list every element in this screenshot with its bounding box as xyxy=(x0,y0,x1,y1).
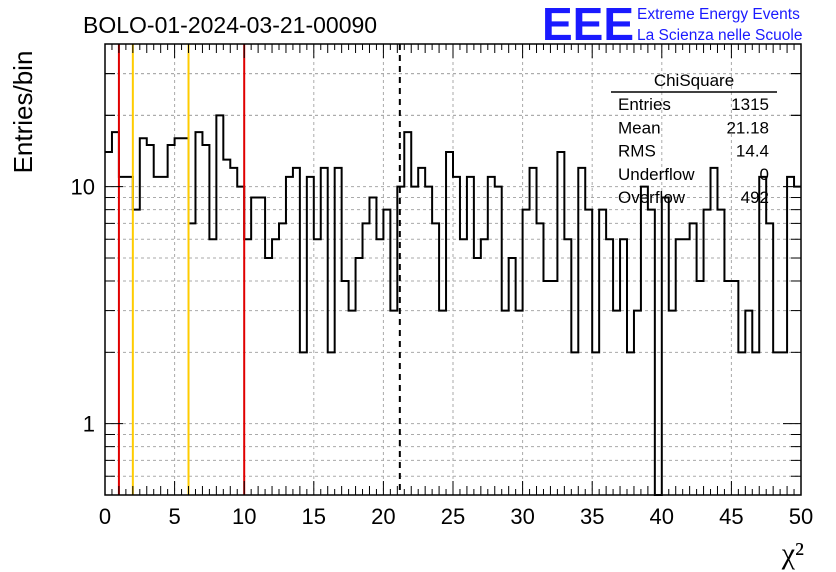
stats-value: 21.18 xyxy=(726,118,769,137)
x-tick-label: 25 xyxy=(441,504,465,529)
x-tick-label: 50 xyxy=(789,504,813,529)
marker-lines xyxy=(117,44,401,495)
y-axis-ticks: 1 10 xyxy=(71,73,801,477)
logo-line-2: La Scienza nelle Scuole xyxy=(637,27,802,44)
histogram-outline xyxy=(105,114,801,496)
stats-value: 0 xyxy=(760,165,769,184)
x-tick-label: 0 xyxy=(99,504,111,529)
stats-label: Mean xyxy=(618,118,661,137)
histogram xyxy=(105,114,801,496)
stats-value: 14.4 xyxy=(736,142,769,161)
stats-rows: Entries 1315 Mean 21.18 RMS 14.4 Underflow 0 Ove… xyxy=(618,95,769,207)
x-tick-label: 5 xyxy=(168,504,180,529)
y-tick-label: 10 xyxy=(71,175,95,200)
stats-box: ChiSquare Entries 1315 Mean 21.18 RMS 14.4 Und… xyxy=(611,71,777,207)
logo-line-1: Extreme Energy Events xyxy=(637,6,800,23)
x-tick-label: 45 xyxy=(719,504,743,529)
logo-mark: EEE xyxy=(542,0,634,50)
grid-lines xyxy=(105,44,801,495)
y-axis-label: Entries/bin xyxy=(8,51,38,174)
chart-title: BOLO-01-2024-03-21-00090 xyxy=(83,12,377,38)
eee-logo: EEE Extreme Energy Events La Scienza nel… xyxy=(542,0,802,50)
x-axis-label: χ² xyxy=(781,537,804,570)
stats-label: Overflow xyxy=(618,188,686,207)
stats-value: 1315 xyxy=(731,95,769,114)
y-tick-label: 1 xyxy=(83,412,95,437)
x-tick-label: 30 xyxy=(510,504,534,529)
x-tick-label: 40 xyxy=(650,504,674,529)
stats-name: ChiSquare xyxy=(654,71,734,90)
x-tick-label: 35 xyxy=(580,504,604,529)
stats-label: Entries xyxy=(618,95,671,114)
x-tick-label: 20 xyxy=(371,504,395,529)
x-tick-label: 15 xyxy=(302,504,326,529)
x-tick-label: 10 xyxy=(232,504,256,529)
x-axis-ticks: 0 5 10 15 20 25 30 35 40 45 50 xyxy=(99,44,813,529)
stats-label: Underflow xyxy=(618,165,695,184)
stats-value: 492 xyxy=(741,188,769,207)
stats-label: RMS xyxy=(618,142,656,161)
